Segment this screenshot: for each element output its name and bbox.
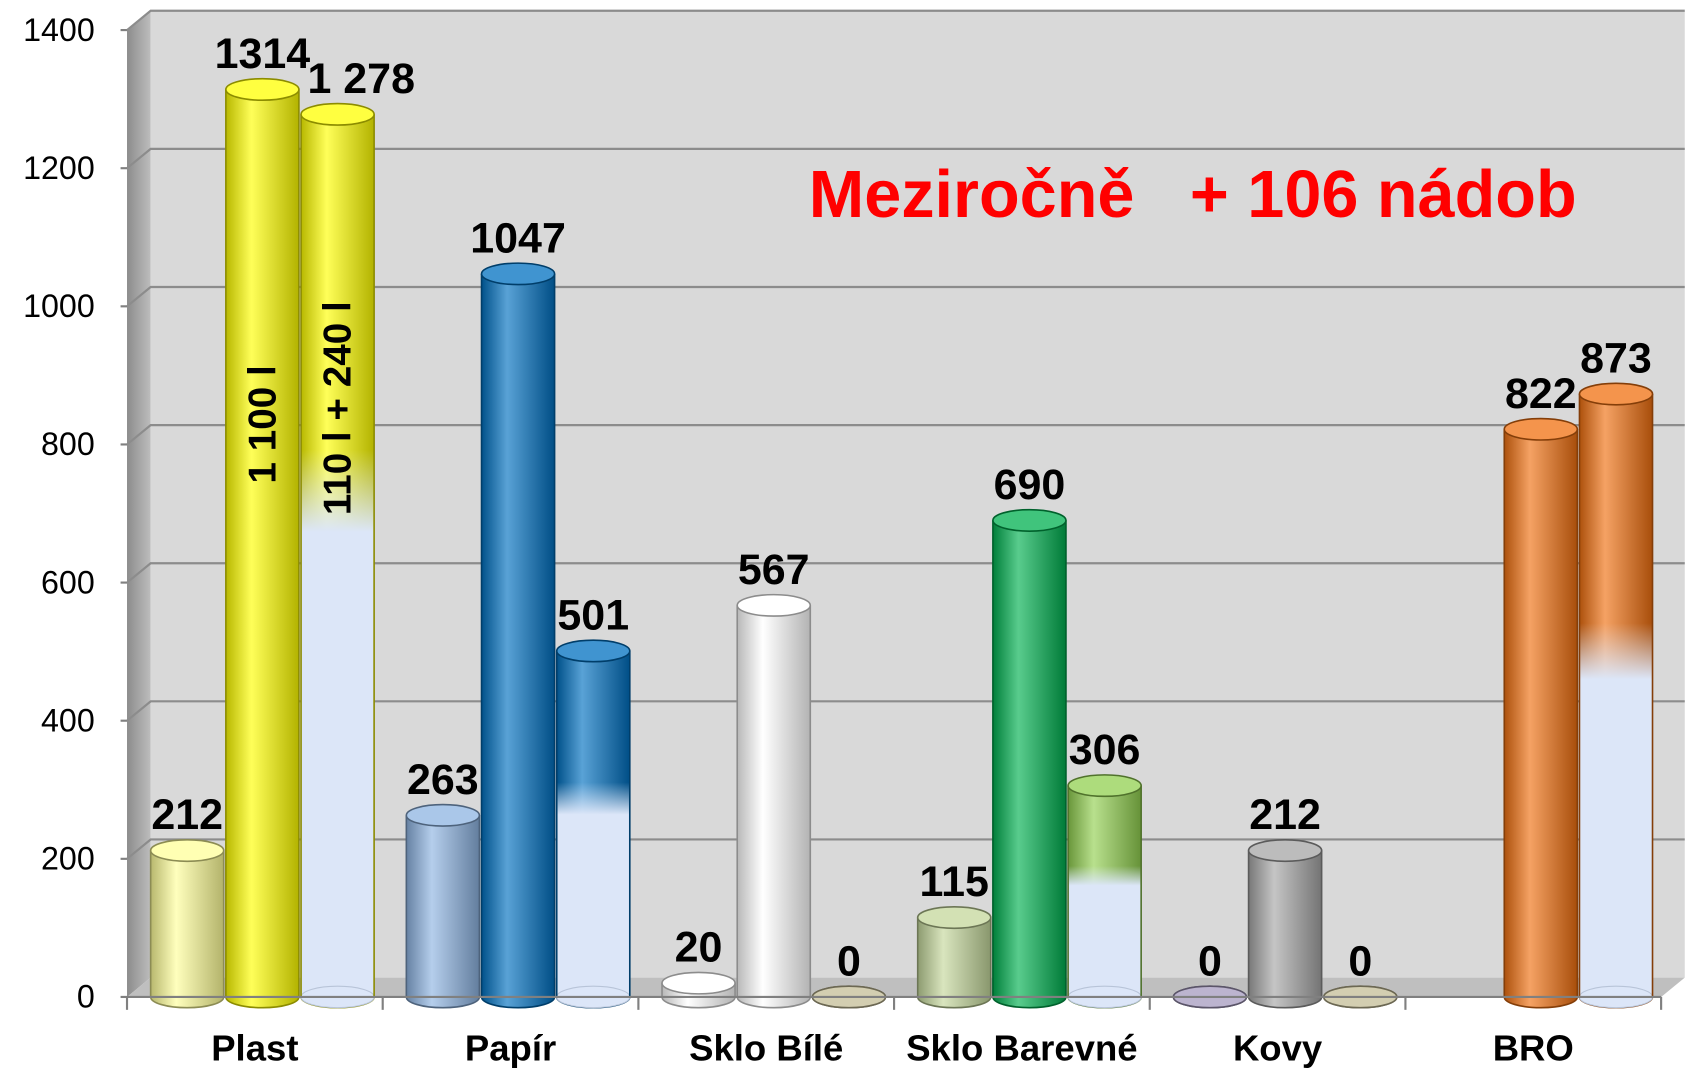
- value-label: 1047: [470, 214, 566, 262]
- bars: [149, 77, 1654, 1009]
- x-tick-label: Sklo Bílé: [689, 1027, 843, 1068]
- value-label: 263: [407, 756, 479, 804]
- cylinder: [1503, 417, 1579, 1009]
- cylinder: [225, 77, 300, 1009]
- cylinder: [736, 593, 812, 1009]
- cylinder-top: [1503, 417, 1579, 441]
- cylinder-top: [1067, 774, 1142, 798]
- y-tick-label: 1400: [23, 12, 95, 48]
- cylinder-body: [992, 520, 1066, 997]
- cylinder-top: [992, 508, 1067, 532]
- side-wall: [127, 10, 151, 997]
- cylinder: [480, 262, 556, 1009]
- value-label: 20: [675, 924, 723, 972]
- cylinder-top: [916, 905, 992, 930]
- cylinder-body: [1248, 850, 1322, 997]
- cylinder-body: [737, 605, 811, 997]
- grid: [120, 9, 1685, 1010]
- grid-line: [126, 9, 1685, 31]
- cylinder-top: [300, 102, 375, 126]
- value-label: 115: [920, 858, 989, 906]
- y-tick-label: 400: [41, 702, 95, 738]
- value-label: 1 278: [307, 55, 415, 103]
- cylinder-top: [661, 971, 736, 995]
- cylinder-top: [405, 803, 481, 827]
- cylinder: [149, 838, 225, 1009]
- value-label: 822: [1505, 370, 1577, 418]
- y-tick-label: 200: [41, 841, 95, 877]
- y-tick-label: 1000: [23, 288, 95, 324]
- bar-annotation: 1 100 l: [241, 365, 284, 483]
- value-label: 501: [557, 591, 629, 639]
- cylinder: [916, 905, 992, 1009]
- x-tick-label: Kovy: [1233, 1027, 1323, 1068]
- x-tick-label: Plast: [211, 1027, 298, 1068]
- cylinder-base: [1579, 623, 1653, 997]
- y-tick-label: 1200: [23, 150, 95, 186]
- grid-line: [126, 147, 1685, 170]
- value-label: 0: [1348, 937, 1372, 985]
- cylinder: [1578, 382, 1654, 1009]
- cylinder: [555, 639, 631, 1009]
- grid-line: [126, 285, 1685, 308]
- value-label: 690: [994, 461, 1066, 509]
- x-tick-label: Papír: [465, 1027, 556, 1068]
- cylinder: [661, 971, 736, 1009]
- y-tick-label: 0: [77, 979, 95, 1015]
- y-tick-label: 800: [41, 426, 95, 462]
- cylinder-top: [736, 593, 812, 617]
- grid-line: [126, 562, 1685, 584]
- cylinder-body: [150, 850, 224, 997]
- cylinder: [992, 508, 1067, 1009]
- cylinder-body: [225, 89, 299, 997]
- cylinder-base: [301, 449, 375, 997]
- cylinder-top: [149, 838, 225, 863]
- cylinder-top: [1247, 838, 1323, 863]
- cylinder-body: [917, 917, 991, 997]
- cylinder: [1067, 774, 1142, 1009]
- cylinder-top: [555, 639, 631, 663]
- value-label: 306: [1069, 726, 1141, 774]
- cylinder-body: [406, 815, 480, 997]
- cylinder-base: [556, 782, 630, 997]
- back-wall: [150, 10, 1685, 978]
- cylinder: [1247, 838, 1323, 1009]
- cylinder: [405, 803, 481, 1009]
- y-tick-label: 600: [41, 564, 95, 600]
- cylinder-body: [1504, 429, 1578, 997]
- value-label: 0: [837, 937, 861, 985]
- value-label: 212: [151, 791, 223, 839]
- cylinder-top: [225, 77, 300, 102]
- cylinder-body: [481, 273, 555, 997]
- x-tick-label: Sklo Barevné: [906, 1027, 1137, 1068]
- x-tick-label: BRO: [1493, 1027, 1574, 1068]
- value-label: 212: [1249, 791, 1321, 839]
- bar-annotation: 110 l + 240 l: [316, 301, 359, 515]
- value-label: 0: [1198, 937, 1222, 985]
- cylinder-top: [480, 262, 556, 286]
- grid-line: [126, 700, 1685, 722]
- annotation: Meziročně + 106 nádob: [809, 158, 1577, 232]
- grid-line: [126, 424, 1685, 446]
- value-label: 1314: [215, 30, 311, 78]
- cylinder-top: [1578, 382, 1654, 406]
- cylinder: [300, 102, 375, 1009]
- cylinder-base: [1068, 865, 1142, 997]
- value-label: 873: [1580, 335, 1652, 383]
- grid-line: [126, 838, 1685, 860]
- value-label: 567: [738, 546, 810, 594]
